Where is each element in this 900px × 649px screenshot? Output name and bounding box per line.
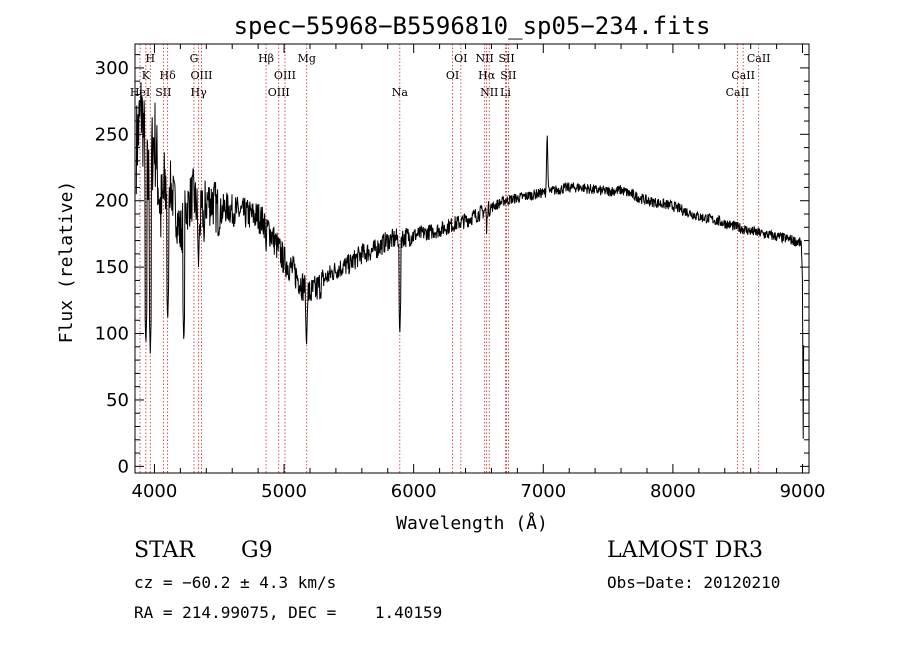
line-label: Hγ (191, 86, 208, 99)
chart-title: spec−55968−B5596810_sp05−234.fits (234, 12, 711, 40)
line-label: HeI (130, 86, 150, 99)
x-axis-label: Wavelength (Å) (396, 512, 548, 534)
line-label: Hα (478, 69, 496, 82)
line-label: OI (446, 69, 459, 82)
plot-frame (134, 43, 810, 474)
line-label: OIII (268, 86, 290, 99)
line-label: CaII (747, 52, 771, 65)
line-label: OIII (274, 69, 296, 82)
x-tick-label: 9000 (780, 481, 826, 502)
x-tick-label: 6000 (391, 481, 437, 502)
line-label: Li (500, 86, 511, 99)
sky-coordinates: RA = 214.99075, DEC = 1.40159 (134, 603, 443, 622)
line-label: SII (498, 52, 514, 65)
y-axis-ticks: 0 50 100 150 200 250 300 (95, 54, 809, 477)
line-label: K (142, 69, 151, 82)
line-label: SII (500, 69, 516, 82)
line-label: Hδ (160, 69, 177, 82)
line-label: CaII (731, 69, 755, 82)
line-label: CaII (726, 86, 750, 99)
y-tick-label: 100 (95, 324, 129, 345)
x-tick-label: 4000 (132, 481, 178, 502)
y-tick-label: 300 (95, 58, 129, 79)
redshift-velocity: cz = −60.2 ± 4.3 km/s (134, 573, 337, 592)
line-label: OIII (190, 69, 212, 82)
emission-line-labels: HeIKHSIIHδGOIIIHγHβOIIIOIIIMgNaOIOINIIHα… (130, 52, 771, 99)
y-tick-label: 150 (95, 257, 129, 278)
emission-line-markers (139, 44, 760, 473)
survey-name: LAMOST DR3 (607, 538, 763, 563)
observation-date: Obs−Date: 20120210 (607, 573, 781, 592)
line-label: Mg (298, 52, 316, 65)
x-tick-label: 8000 (650, 481, 696, 502)
y-axis-label: Flux (relative) (56, 181, 77, 344)
line-label: NII (476, 52, 494, 65)
line-label: Na (392, 86, 409, 99)
line-label: H (145, 52, 155, 65)
x-tick-label: 7000 (520, 481, 566, 502)
line-label: Hβ (258, 52, 274, 65)
line-label: SII (155, 86, 171, 99)
y-tick-label: 250 (95, 124, 129, 145)
y-tick-label: 200 (95, 191, 129, 212)
line-label: OI (454, 52, 467, 65)
line-label: NII (480, 86, 498, 99)
x-tick-label: 5000 (261, 481, 307, 502)
line-label: G (190, 52, 199, 65)
y-tick-label: 50 (106, 390, 129, 411)
object-class: STAR (134, 538, 195, 563)
spectrum-line (135, 82, 805, 439)
x-axis-ticks: 4000 5000 6000 7000 8000 9000 (132, 44, 826, 502)
y-tick-label: 0 (118, 456, 129, 477)
object-subclass: G9 (241, 538, 273, 563)
